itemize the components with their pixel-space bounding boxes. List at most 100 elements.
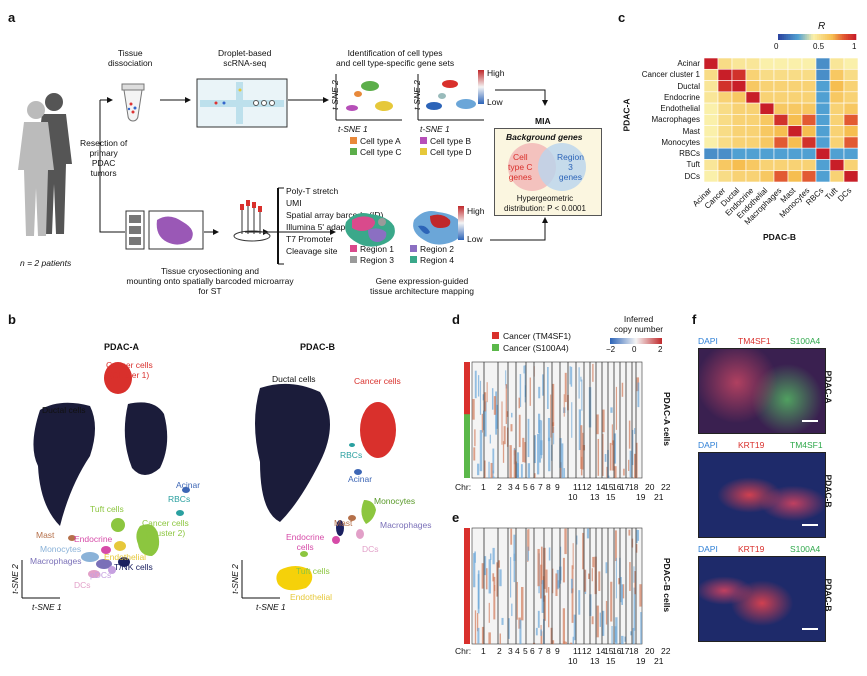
panel-b-letter: b xyxy=(8,312,16,327)
cell-type-legend-label: Cell type B xyxy=(430,136,472,146)
r-tick-label: 0.5 xyxy=(813,42,825,51)
chr-label: 9 xyxy=(555,646,560,656)
heatmap-cell xyxy=(717,102,733,115)
cluster-label: Endocrine xyxy=(74,534,113,544)
chr-label: 1 xyxy=(481,646,486,656)
heatmap-row-axis: PDAC-A xyxy=(621,98,632,132)
heatmap-cell xyxy=(745,68,761,81)
chr-label: 17 xyxy=(620,646,630,656)
heatmap-cell xyxy=(829,91,845,104)
heatmap-cell xyxy=(703,147,719,160)
cluster-label: Mast xyxy=(36,530,55,540)
chr-label: 2 xyxy=(497,482,502,492)
chr-label: 21 xyxy=(654,492,664,502)
heatmap-cell xyxy=(787,102,803,115)
chr-label: 19 xyxy=(636,656,646,666)
heatmap-cell xyxy=(703,125,719,138)
heatmap-cell xyxy=(815,125,831,138)
region-legend-label: Region 3 xyxy=(360,255,395,265)
heatmap-cell xyxy=(731,114,747,126)
heatmap-cell xyxy=(717,57,733,70)
region-swatch xyxy=(410,256,417,263)
heatmap-cell xyxy=(843,68,859,81)
stain-label: DAPI xyxy=(698,440,718,450)
heatmap-cell xyxy=(843,125,859,138)
chr-label: 15 xyxy=(604,646,614,656)
heatmap-cell xyxy=(731,125,747,138)
heatmap-cell xyxy=(843,114,859,126)
heatmap-cell xyxy=(829,136,845,149)
heatmap-cell xyxy=(801,170,817,183)
heatmap-cell xyxy=(815,147,831,160)
chr-label: 12 xyxy=(582,646,592,656)
heatmap-cell xyxy=(801,147,817,160)
chr-label: 11 xyxy=(573,646,582,656)
chr-label: 21 xyxy=(654,656,664,666)
cell-type-tsne-2 xyxy=(417,74,484,121)
region-swatch xyxy=(410,245,417,252)
heatmap-cell xyxy=(801,80,817,93)
chr-label: 6 xyxy=(530,646,535,656)
heatmap-cell xyxy=(717,68,733,81)
heatmap-cell xyxy=(801,125,817,138)
heatmap-cell xyxy=(843,102,859,115)
chr-label: 1 xyxy=(481,482,486,492)
cnv-legend-swatch xyxy=(492,344,499,351)
heatmap-cell xyxy=(759,80,775,93)
heatmap-cell xyxy=(829,170,845,183)
chr-label: 9 xyxy=(555,482,560,492)
cluster-label: Tuft cells xyxy=(296,566,330,576)
tsne2-label-a2: t-SNE 2 xyxy=(411,80,422,110)
chr-label: 15 xyxy=(606,656,616,666)
heatmap-cell xyxy=(843,80,859,93)
if-sample-label: PDAC-A xyxy=(823,370,834,404)
heatmap-cell xyxy=(843,57,859,70)
chr-label: 16 xyxy=(612,482,622,492)
heatmap-cell xyxy=(745,102,761,115)
tsne2-label-a1: t-SNE 2 xyxy=(329,80,340,110)
if-sample-label: PDAC-B xyxy=(823,578,834,612)
scale-bar xyxy=(802,524,818,526)
low-label-2: Low xyxy=(467,234,483,244)
scale-bar xyxy=(802,628,818,630)
droplet-label: Droplet-based scRNA-seq xyxy=(218,48,272,68)
expression-scale-bar-a xyxy=(478,70,484,104)
tsne1-label-b2: t-SNE 1 xyxy=(256,602,286,612)
tsne2-label-b2: t-SNE 2 xyxy=(229,564,240,594)
heatmap-cell xyxy=(759,68,775,81)
heatmap-cell xyxy=(703,114,719,126)
heatmap-cell xyxy=(703,102,719,115)
patients-label: n = 2 patients xyxy=(20,258,72,268)
heatmap-cell xyxy=(787,114,803,126)
cluster-label: Endothelial xyxy=(104,552,147,562)
heatmap-cell xyxy=(829,147,845,160)
cluster-label: DCs xyxy=(74,580,91,590)
barcode-oligo-illustration xyxy=(233,200,271,242)
region-swatch xyxy=(350,245,357,252)
heatmap-cell xyxy=(717,80,733,93)
heatmap-cell xyxy=(787,136,803,149)
heatmap-cell xyxy=(801,114,817,126)
heatmap-cell xyxy=(787,125,803,138)
chr-label: 7 xyxy=(538,482,543,492)
cluster-label: Monocytes xyxy=(40,544,82,554)
heatmap-cell xyxy=(745,91,761,104)
heatmap-cell xyxy=(703,68,719,81)
heatmap-cell xyxy=(759,102,775,115)
heatmap-cell xyxy=(731,80,747,93)
heatmap-cell xyxy=(815,170,831,183)
chr-label: 22 xyxy=(661,646,671,656)
venn-right-label: Region 3 genes xyxy=(557,152,584,182)
chr-label: 4 xyxy=(515,482,520,492)
cluster-label: Acinar xyxy=(348,474,373,484)
heatmap-cell xyxy=(815,57,831,70)
heatmap-cell xyxy=(815,114,831,126)
heatmap-cell xyxy=(801,91,817,104)
gene-guided-label: Gene expression-guided tissue architectu… xyxy=(370,276,474,296)
tissue-dissociation-label: Tissue dissociation xyxy=(108,48,153,68)
chr-label: 12 xyxy=(582,482,592,492)
heatmap-cell xyxy=(773,136,789,149)
heatmap-cell xyxy=(745,147,761,160)
cell-type-legend-label: Cell type A xyxy=(360,136,401,146)
venn-left-label: Cell type C genes xyxy=(508,152,533,182)
